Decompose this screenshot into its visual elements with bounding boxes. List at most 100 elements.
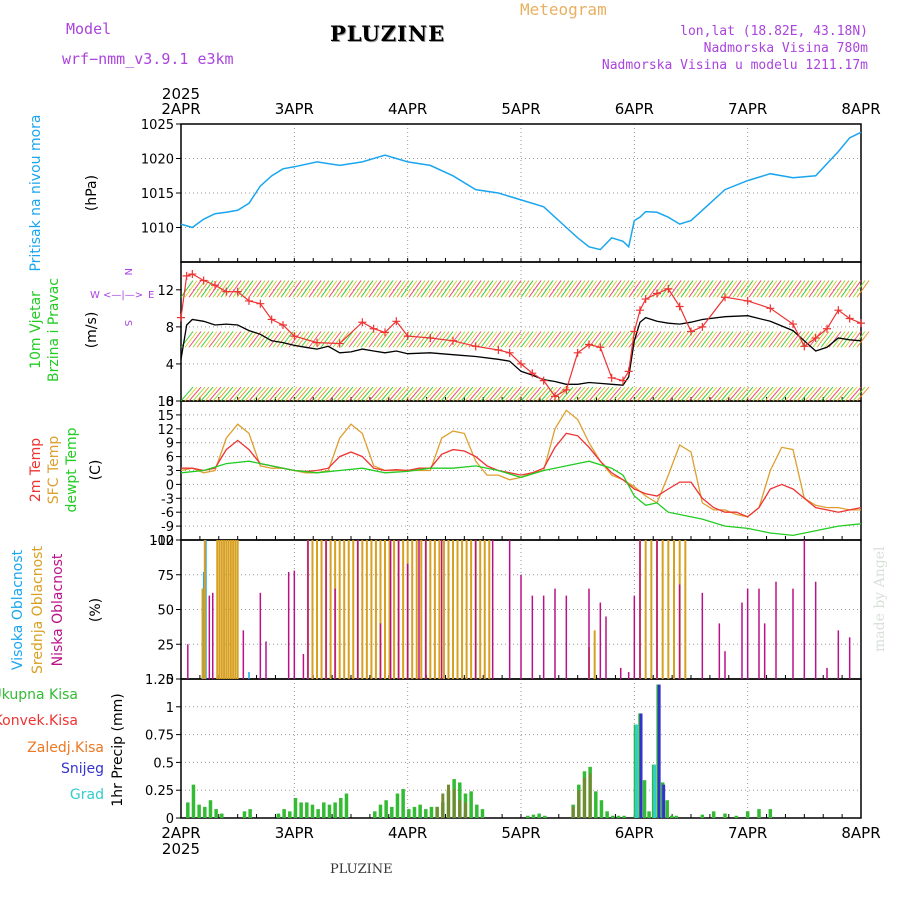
wind-barb — [292, 280, 306, 298]
wind-barb — [244, 280, 258, 298]
wind-barb — [672, 386, 686, 402]
precip-total-bar — [401, 789, 405, 818]
wind-barb — [388, 386, 402, 402]
wind-barb — [268, 386, 282, 402]
wind-barb — [476, 331, 490, 348]
wind-barb — [252, 331, 266, 348]
wind-barb — [832, 331, 846, 348]
wind-barb — [708, 331, 722, 348]
wind-gust-marker — [471, 342, 480, 351]
wind-barb — [388, 280, 402, 298]
precip-total-bar — [299, 802, 303, 818]
precip-total-bar — [395, 793, 400, 818]
ytick-label: 1015 — [141, 187, 174, 202]
wind-barb — [580, 280, 594, 298]
wind-barb — [328, 331, 342, 348]
wind-barb — [448, 386, 462, 402]
wind-gust-marker — [199, 276, 208, 285]
wind-barb — [732, 386, 746, 402]
wind-barb — [824, 331, 838, 348]
wind-barb — [332, 280, 346, 298]
wind-barb — [544, 280, 558, 298]
wind-barb — [780, 386, 794, 402]
wind-barb — [492, 331, 506, 348]
wind-barb — [460, 386, 474, 402]
wind-barb — [232, 386, 246, 402]
wind-barb — [444, 331, 458, 348]
wind-barb — [396, 331, 410, 348]
wind-barb — [724, 280, 738, 298]
precip-total-bar — [768, 809, 773, 818]
wind-barb — [604, 386, 618, 402]
precip-total-bar — [412, 806, 417, 818]
wind-barb — [304, 280, 318, 298]
precip-conv-bar — [463, 802, 467, 818]
wind-barb — [692, 386, 706, 402]
wind-barb — [280, 386, 294, 402]
wind-barb — [356, 280, 370, 298]
temp-title3: dewpt Temp — [64, 427, 80, 512]
precip-conv-bar — [435, 806, 439, 818]
wind-barb — [348, 331, 362, 348]
wind-barb — [348, 280, 362, 298]
wind-barb — [808, 386, 822, 402]
wind-barb — [608, 280, 622, 298]
wind-barb — [360, 331, 374, 348]
pressure-line — [180, 131, 862, 251]
wind-barb — [784, 386, 798, 402]
wind-barb — [848, 386, 862, 402]
wind-barb — [856, 386, 870, 402]
wind-barb — [788, 280, 802, 298]
wind-barb — [336, 386, 350, 402]
wind-barb — [668, 331, 682, 348]
wind-barb — [416, 386, 430, 402]
precip-total-bar — [242, 811, 247, 818]
wind-barb — [440, 280, 454, 298]
wind-barb — [540, 280, 554, 298]
wind-barb — [748, 280, 762, 298]
wind-barb — [636, 280, 650, 298]
wind-barb — [340, 280, 354, 298]
wind-barb — [712, 280, 726, 298]
wind-barb — [408, 280, 422, 298]
wind-barb — [260, 280, 274, 298]
wind-barb — [488, 331, 502, 348]
wind-gust-marker — [505, 348, 514, 357]
precip-total-bar — [390, 806, 394, 818]
precip-legend-1: Ukupna Kisa — [0, 687, 78, 703]
wind-barb — [252, 280, 266, 298]
wind-barb — [828, 280, 842, 298]
wind-gust-marker — [528, 369, 537, 378]
wind-barb — [296, 386, 310, 402]
wind-barb — [660, 331, 674, 348]
wind-barb — [320, 386, 334, 402]
wind-barb — [616, 386, 630, 402]
wind-barb — [604, 280, 618, 298]
wind-barb — [180, 280, 194, 298]
wind-barb — [420, 280, 434, 298]
wind-barb — [764, 280, 778, 298]
wind-barb — [208, 331, 222, 348]
wind-barb — [392, 331, 406, 348]
precip-total-bar — [407, 809, 411, 818]
wind-barb — [560, 386, 574, 402]
footer-station: PLUZINE — [330, 862, 393, 877]
wind-barb — [384, 331, 398, 348]
ytick-label: 0.25 — [145, 784, 174, 799]
wind-barb — [720, 386, 734, 402]
wind-barb — [520, 331, 534, 348]
cloud-title3: Niska Oblacnost — [50, 553, 66, 666]
wind-gust-marker — [335, 339, 344, 348]
wind-barb — [672, 280, 686, 298]
wind-barb — [756, 280, 770, 298]
precip-total-bar — [543, 815, 547, 818]
wind-barb — [768, 331, 782, 348]
wind-barb — [688, 386, 702, 402]
sfc-temp-line — [180, 409, 861, 518]
wind-barb — [832, 386, 846, 402]
wind-gust-marker — [630, 327, 639, 336]
wind-barb — [484, 386, 498, 402]
wind-barb — [564, 331, 578, 348]
wind-barb — [328, 280, 342, 298]
